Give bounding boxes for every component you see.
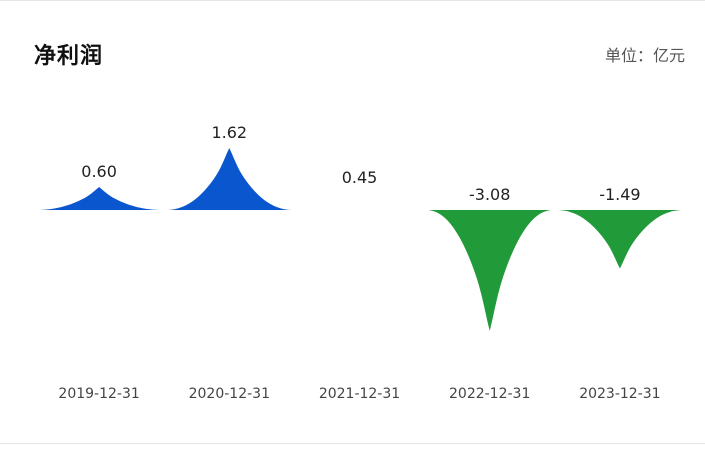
top-divider xyxy=(0,0,705,1)
chart-marks xyxy=(35,148,684,331)
value-label-2019-12-31: 0.60 xyxy=(81,162,117,181)
x-tick-label-2019-12-31: 2019-12-31 xyxy=(58,386,139,402)
x-tick-label-2021-12-31: 2021-12-31 xyxy=(319,386,400,402)
unit-label: 单位：亿元 xyxy=(604,46,685,65)
bar-2019-12-31[interactable] xyxy=(35,187,164,210)
x-tick-label-2023-12-31: 2023-12-31 xyxy=(579,386,660,402)
value-labels: 0.60 1.62 0.45 -3.08 -1.49 xyxy=(81,123,640,204)
x-tick-label-2022-12-31: 2022-12-31 xyxy=(449,386,530,402)
value-label-2022-12-31: -3.08 xyxy=(469,185,510,204)
value-label-2023-12-31: -1.49 xyxy=(599,185,640,204)
value-label-2021-12-31: 0.45 xyxy=(342,168,378,187)
bottom-divider xyxy=(0,443,705,444)
bar-2023-12-31[interactable] xyxy=(555,210,684,269)
x-tick-label-2020-12-31: 2020-12-31 xyxy=(189,386,270,402)
bar-2022-12-31[interactable] xyxy=(425,210,552,331)
x-axis-tick-labels: 2019-12-31 2020-12-31 2021-12-31 2022-12-31… xyxy=(58,386,660,402)
bar-2020-12-31[interactable] xyxy=(165,148,294,210)
value-label-2020-12-31: 1.62 xyxy=(211,123,247,142)
chart-title: 净利润 xyxy=(34,44,104,69)
